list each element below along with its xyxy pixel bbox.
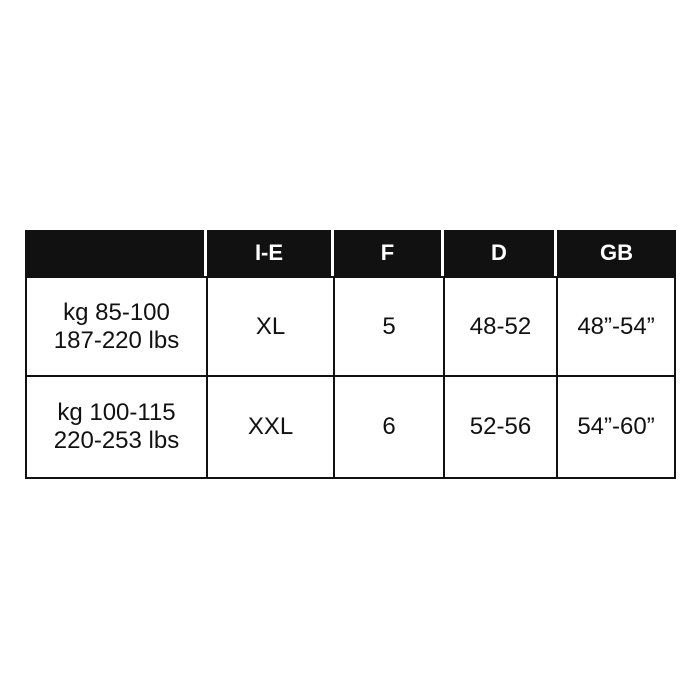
header-cell: D	[444, 230, 554, 276]
header-cell: F	[334, 230, 441, 276]
table-cell: 54”-60”	[556, 375, 676, 479]
table-cell: 6	[333, 375, 445, 479]
row-label-line: 187-220 lbs	[53, 326, 180, 354]
row-label-line: 220-253 lbs	[53, 427, 180, 454]
row-label-line: kg 85-100	[63, 298, 170, 326]
header-corner	[25, 230, 204, 276]
table-cell: 48-52	[443, 276, 558, 377]
header-cell: I-E	[207, 230, 331, 276]
table-cell: XXL	[206, 375, 335, 479]
row-label-line: kg 100-115	[57, 399, 176, 426]
table-cell: XL	[206, 276, 335, 377]
header-cell: GB	[557, 230, 676, 276]
row-label: kg 100-115 220-253 lbs	[25, 375, 208, 479]
table-cell: 52-56	[443, 375, 558, 479]
row-label: kg 85-100 187-220 lbs	[25, 276, 208, 377]
table-cell: 48”-54”	[556, 276, 676, 377]
table-cell: 5	[333, 276, 445, 377]
